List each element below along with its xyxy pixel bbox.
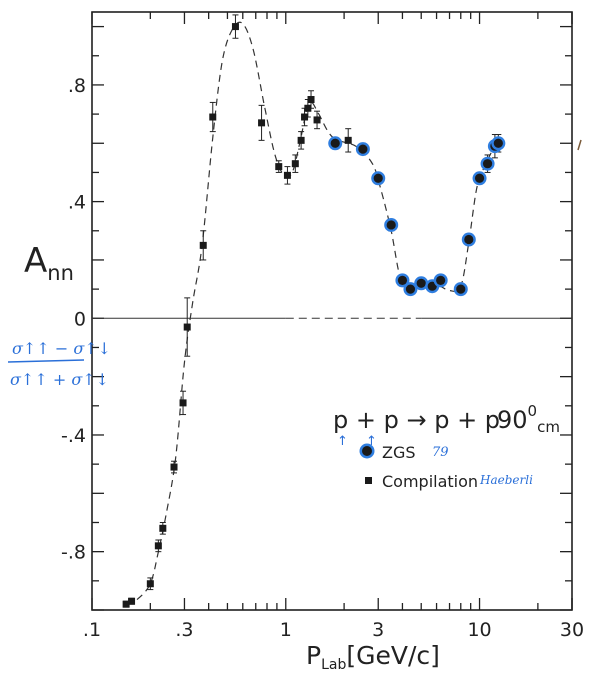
zgs-point [427,281,437,291]
legend-zgs-label: ZGS [382,443,416,462]
compilation-point [128,597,136,605]
margin-mark [577,139,582,151]
y-tick-label: -.4 [61,425,86,447]
compilation-point [344,136,352,144]
compilation-point [179,399,187,407]
zgs-point [482,159,493,169]
zgs-point [386,220,396,230]
y-tick-label: .4 [68,192,86,214]
legend-zgs-marker [362,446,372,456]
compilation-point [297,136,305,144]
legend-compilation-label: Compilation [382,472,478,491]
legend: ZGS 79 Compilation Haeberli [359,443,533,491]
x-tick-label: 3 [372,619,384,641]
compilation-point [199,241,207,249]
y-axis-title: Ann [24,241,74,285]
zgs-point [493,138,503,148]
compilation-point [301,113,309,121]
legend-compilation-marker [365,477,372,484]
error-bars [123,14,502,608]
legend-zgs-annotation: 79 [432,445,449,460]
compilation-point [154,542,162,550]
y-definition-fraction-bar [7,359,85,363]
compilation-point [307,96,315,104]
compilation-point [159,524,167,532]
compilation-point [313,116,321,124]
compilation-point [275,163,283,171]
polarization-arrow-icon: ↑ [366,434,377,449]
zgs-point [464,234,474,245]
x-tick-label: .3 [175,619,193,641]
y-tick-label: -.8 [61,542,86,564]
compilation-point [231,23,239,31]
reaction-angle: 900cm [497,402,560,436]
data-markers [122,23,506,608]
x-tick-label: .1 [83,619,101,641]
zgs-point [405,284,416,294]
compilation-point [122,600,130,608]
zgs-point [373,173,383,183]
reaction-label: p + p → p + p [333,406,500,434]
y-tick-label: 0 [74,308,86,330]
compilation-point [291,160,299,168]
zgs-point [456,284,466,294]
x-tick-label: 30 [560,619,584,641]
x-tick-label: 10 [467,619,491,641]
compilation-point [146,580,154,588]
y-definition-denominator: σ↑↑ + σ↑↓ [10,370,109,389]
fit-curve [125,21,501,605]
zgs-point [436,275,446,285]
compilation-point [209,113,217,121]
x-axis-title: PLab[GeV/c] [306,641,440,673]
axis-tick-labels: .1 .3 1 3 10 30 .8 .4 0 -.4 -.8 [61,75,584,641]
plot-frame [91,11,573,611]
compilation-point [183,323,191,331]
y-definition-numerator: σ↑↑ − σ↑↓ [12,339,111,358]
zgs-point [416,278,426,288]
compilation-point [258,119,266,127]
zgs-point [474,173,485,183]
compilation-point [304,104,312,112]
polarization-arrow-icon: ↑ [337,434,348,449]
compilation-point [170,463,178,471]
axis-ticks [91,12,573,611]
compilation-point [283,171,291,179]
y-tick-label: .8 [68,75,86,97]
legend-compilation-annotation: Haeberli [479,473,533,487]
zgs-point [397,275,408,285]
x-tick-label: 1 [280,619,292,641]
zgs-point [358,144,368,154]
zgs-point [330,138,340,148]
